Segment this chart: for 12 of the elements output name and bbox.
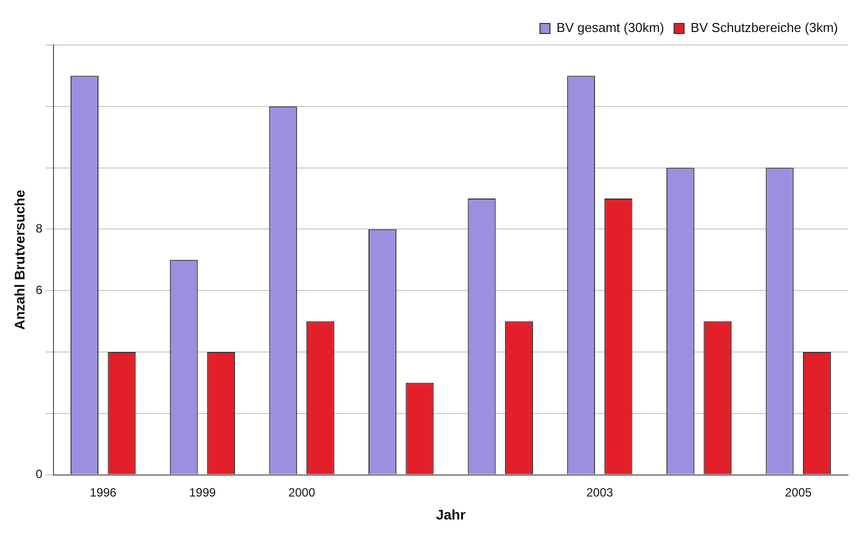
legend-label: BV gesamt (30km) xyxy=(556,20,664,36)
x-tick-label: 2003 xyxy=(586,485,614,500)
x-tick-label: 2005 xyxy=(784,485,812,500)
x-tick-label: 1996 xyxy=(90,485,117,500)
x-axis-title: Jahr xyxy=(436,506,466,522)
x-tick-label: 1999 xyxy=(189,485,216,500)
x-tick-label: 2000 xyxy=(288,485,316,500)
legend-label: BV Schutzbereiche (3km) xyxy=(690,20,838,36)
y-tick-label: 0 xyxy=(36,467,43,482)
y-axis-title: Anzahl Brutversuche xyxy=(11,190,28,330)
y-tick-label: 8 xyxy=(36,222,43,236)
y-tick-label: 6 xyxy=(36,282,43,297)
